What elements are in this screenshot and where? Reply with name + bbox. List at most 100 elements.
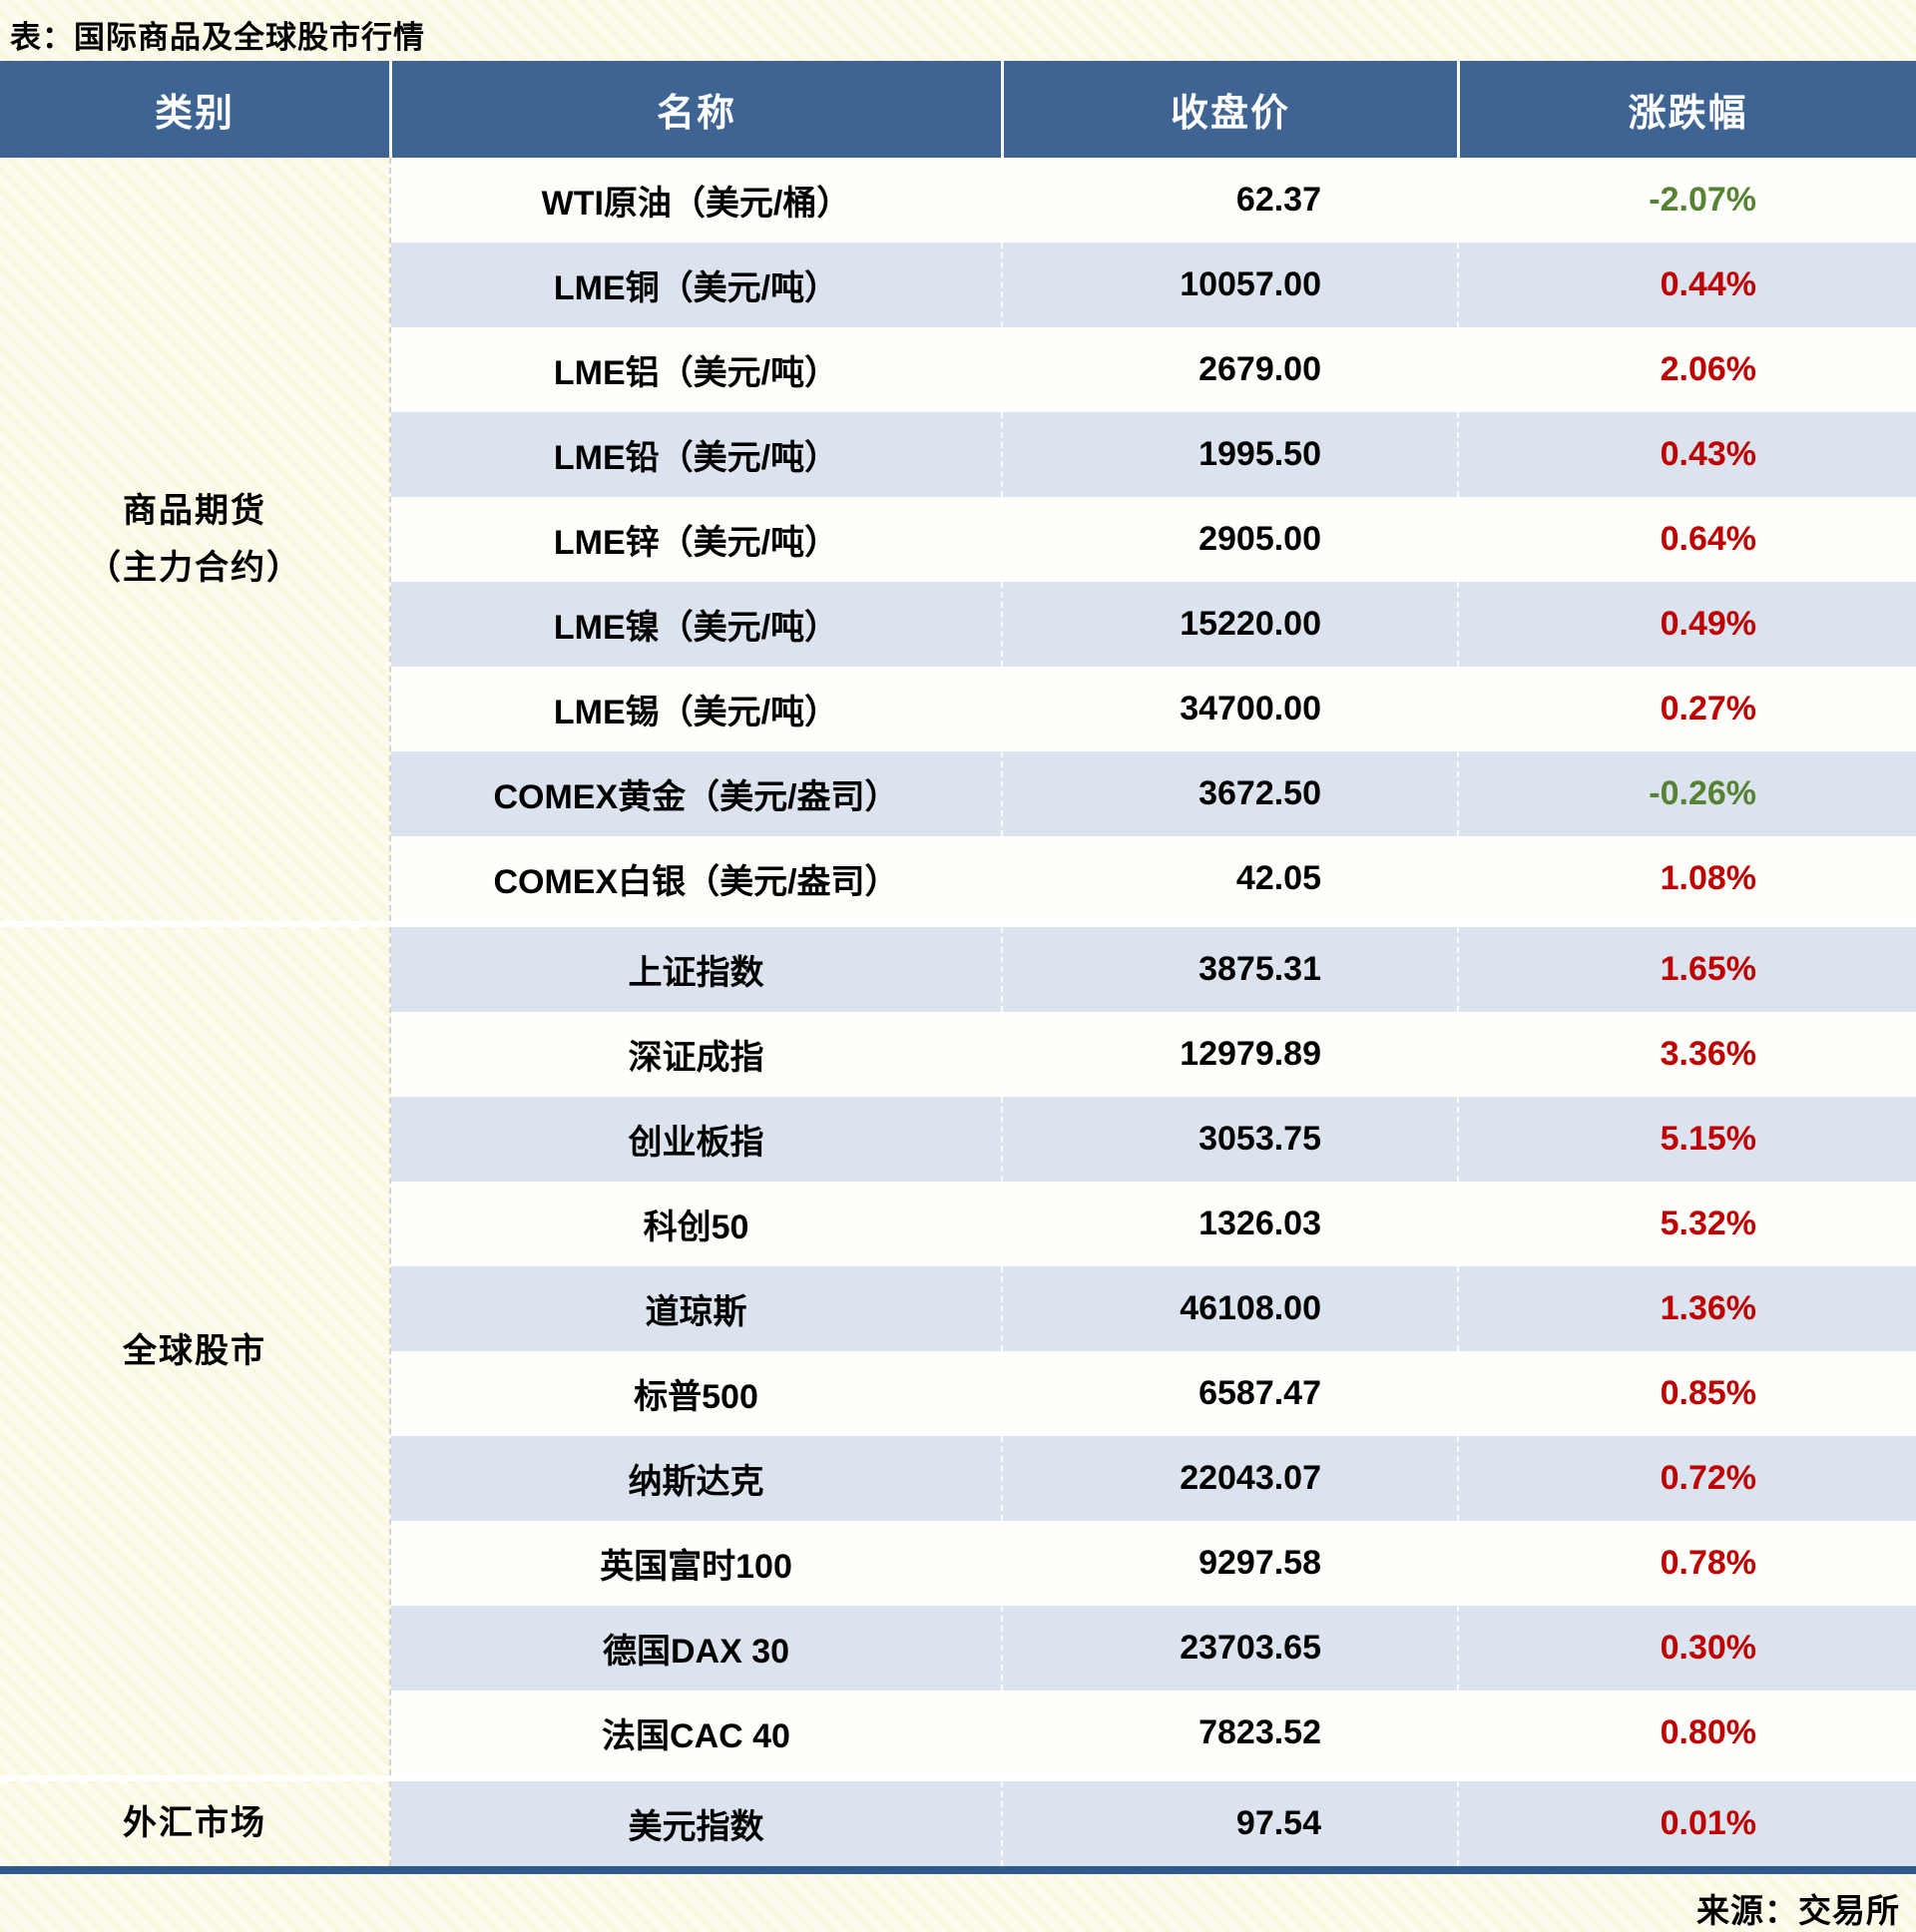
row-close-price: 9297.58 (1001, 1521, 1457, 1606)
row-name: COMEX黄金（美元/盎司） (493, 778, 899, 816)
table-row: 科创50 1326.03 5.32% (391, 1182, 1916, 1266)
row-name: 创业板指 (628, 1124, 764, 1162)
row-close-price: 23703.65 (1001, 1606, 1457, 1690)
header-change: 涨跌幅 (1457, 61, 1916, 158)
category-cell: 商品期货 （主力合约） (0, 158, 389, 921)
table-row: 创业板指 3053.75 5.15% (391, 1097, 1916, 1182)
category-cell: 外汇市场 (0, 1781, 389, 1866)
row-change-percent: 0.27% (1457, 667, 1916, 751)
row-change-percent: 3.36% (1457, 1012, 1916, 1097)
row-name: 上证指数 (628, 954, 764, 992)
category-label: 商品期货 （主力合约） (87, 492, 302, 587)
row-close-price: 3053.75 (1001, 1097, 1457, 1182)
row-close-price: 42.05 (1001, 836, 1457, 921)
row-change-percent: 1.36% (1457, 1266, 1916, 1351)
header-close-price: 收盘价 (1001, 61, 1457, 158)
row-change-percent: 1.65% (1457, 927, 1916, 1012)
row-close-price: 34700.00 (1001, 667, 1457, 751)
table-section: 外汇市场 美元指数 97.54 0.01% (0, 1781, 1916, 1866)
table-row: 上证指数 3875.31 1.65% (391, 927, 1916, 1012)
table-row: COMEX白银（美元/盎司） 42.05 1.08% (391, 836, 1916, 921)
row-name: 德国DAX 30 (602, 1633, 790, 1671)
section-rows: WTI原油（美元/桶） 62.37 -2.07% LME铜（美元/吨） 10057.00… (389, 158, 1916, 921)
row-change-percent: 5.15% (1457, 1097, 1916, 1182)
row-close-price: 12979.89 (1001, 1012, 1457, 1097)
table-row: LME铜（美元/吨） 10057.00 0.44% (391, 242, 1916, 327)
row-close-price: 1995.50 (1001, 412, 1457, 497)
table-bottom-border (0, 1866, 1916, 1874)
row-change-percent: 0.43% (1457, 412, 1916, 497)
row-close-price: 97.54 (1001, 1781, 1457, 1866)
category-label: 外汇市场 (123, 1804, 266, 1843)
row-name: LME锡（美元/吨） (553, 694, 839, 731)
table-header-row: 类别 名称 收盘价 涨跌幅 (0, 61, 1916, 158)
row-name: 科创50 (643, 1208, 749, 1246)
row-change-percent: -2.07% (1457, 158, 1916, 242)
row-close-price: 2905.00 (1001, 497, 1457, 582)
row-change-percent: -0.26% (1457, 751, 1916, 836)
row-close-price: 46108.00 (1001, 1266, 1457, 1351)
row-close-price: 15220.00 (1001, 582, 1457, 667)
category-cell: 全球股市 (0, 927, 389, 1775)
section-rows: 上证指数 3875.31 1.65% 深证成指 12979.89 3.36% 创业板指 305… (389, 927, 1916, 1775)
row-name: 道琼斯 (645, 1293, 747, 1331)
section-separator (0, 1775, 1916, 1781)
row-name: 深证成指 (628, 1039, 764, 1077)
row-name: COMEX白银（美元/盎司） (493, 863, 899, 901)
table-row: LME锌（美元/吨） 2905.00 0.64% (391, 497, 1916, 582)
row-change-percent: 0.49% (1457, 582, 1916, 667)
table-row: 纳斯达克 22043.07 0.72% (391, 1436, 1916, 1521)
table-row: COMEX黄金（美元/盎司） 3672.50 -0.26% (391, 751, 1916, 836)
row-name: LME铝（美元/吨） (553, 354, 839, 392)
row-change-percent: 0.78% (1457, 1521, 1916, 1606)
header-name: 名称 (389, 61, 1001, 158)
table-row: LME铅（美元/吨） 1995.50 0.43% (391, 412, 1916, 497)
header-category: 类别 (154, 93, 235, 135)
row-close-price: 10057.00 (1001, 242, 1457, 327)
table-row: LME镍（美元/吨） 15220.00 0.49% (391, 582, 1916, 667)
market-table: 类别 名称 收盘价 涨跌幅 商品期货 （主力合约） WTI原油（美元/桶） 62.3… (0, 61, 1916, 1874)
table-row: 法国CAC 40 7823.52 0.80% (391, 1690, 1916, 1775)
table-title: 表：国际商品及全球股市行情 (10, 20, 425, 55)
row-change-percent: 0.64% (1457, 497, 1916, 582)
row-change-percent: 0.85% (1457, 1351, 1916, 1436)
source-note: 来源：交易所 (1696, 1892, 1900, 1929)
category-label: 全球股市 (123, 1331, 266, 1370)
row-close-price: 62.37 (1001, 158, 1457, 242)
row-change-percent: 0.01% (1457, 1781, 1916, 1866)
row-change-percent: 0.72% (1457, 1436, 1916, 1521)
row-name: LME铜（美元/吨） (553, 269, 839, 307)
row-name: LME锌（美元/吨） (553, 524, 839, 562)
row-close-price: 3875.31 (1001, 927, 1457, 1012)
section-rows: 美元指数 97.54 0.01% (389, 1781, 1916, 1866)
row-change-percent: 2.06% (1457, 327, 1916, 412)
table-row: 深证成指 12979.89 3.36% (391, 1012, 1916, 1097)
row-close-price: 3672.50 (1001, 751, 1457, 836)
table-row: 道琼斯 46108.00 1.36% (391, 1266, 1916, 1351)
table-body: 商品期货 （主力合约） WTI原油（美元/桶） 62.37 -2.07% LME铜（美元… (0, 158, 1916, 1866)
row-name: WTI原油（美元/桶） (541, 185, 851, 223)
row-close-price: 6587.47 (1001, 1351, 1457, 1436)
row-change-percent: 1.08% (1457, 836, 1916, 921)
row-change-percent: 5.32% (1457, 1182, 1916, 1266)
row-name: 美元指数 (628, 1808, 764, 1846)
table-row: 标普500 6587.47 0.85% (391, 1351, 1916, 1436)
row-change-percent: 0.44% (1457, 242, 1916, 327)
table-row: 英国富时100 9297.58 0.78% (391, 1521, 1916, 1606)
row-change-percent: 0.80% (1457, 1690, 1916, 1775)
section-separator (0, 921, 1916, 927)
table-section: 商品期货 （主力合约） WTI原油（美元/桶） 62.37 -2.07% LME铜（美元… (0, 158, 1916, 921)
table-section: 全球股市 上证指数 3875.31 1.65% 深证成指 12979.89 3.36% 创业板… (0, 927, 1916, 1775)
table-row: LME铝（美元/吨） 2679.00 2.06% (391, 327, 1916, 412)
row-close-price: 22043.07 (1001, 1436, 1457, 1521)
row-name: LME镍（美元/吨） (553, 609, 839, 647)
row-name: 纳斯达克 (628, 1463, 764, 1501)
row-change-percent: 0.30% (1457, 1606, 1916, 1690)
table-row: 德国DAX 30 23703.65 0.30% (391, 1606, 1916, 1690)
row-name: 标普500 (634, 1378, 758, 1416)
row-name: 法国CAC 40 (602, 1717, 790, 1755)
table-row: WTI原油（美元/桶） 62.37 -2.07% (391, 158, 1916, 242)
row-close-price: 7823.52 (1001, 1690, 1457, 1775)
table-row: 美元指数 97.54 0.01% (391, 1781, 1916, 1866)
